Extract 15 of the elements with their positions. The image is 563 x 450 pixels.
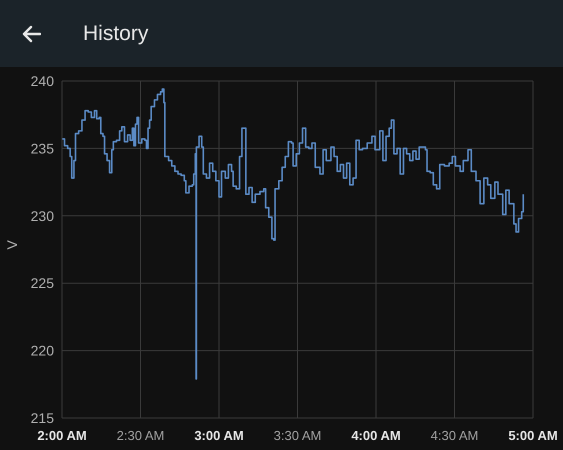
x-tick-label: 4:00 AM	[351, 428, 401, 443]
y-tick-label: 230	[30, 208, 54, 224]
x-tick-label: 4:30 AM	[430, 428, 478, 443]
x-tick-label: 3:00 AM	[194, 428, 244, 443]
y-tick-label: 215	[30, 410, 54, 426]
y-tick-label: 225	[30, 275, 54, 292]
y-tick-label: 240	[30, 72, 54, 89]
y-tick-label: 235	[30, 140, 54, 156]
y-tick-label: 220	[30, 342, 54, 359]
chart-title: History	[83, 22, 148, 46]
x-tick-label: 3:30 AM	[274, 428, 322, 443]
x-tick-label: 2:00 AM	[37, 428, 87, 443]
y-axis-title: V	[4, 240, 20, 250]
x-tick-label: 5:00 AM	[508, 428, 558, 443]
x-tick-label: 2:30 AM	[116, 428, 164, 443]
